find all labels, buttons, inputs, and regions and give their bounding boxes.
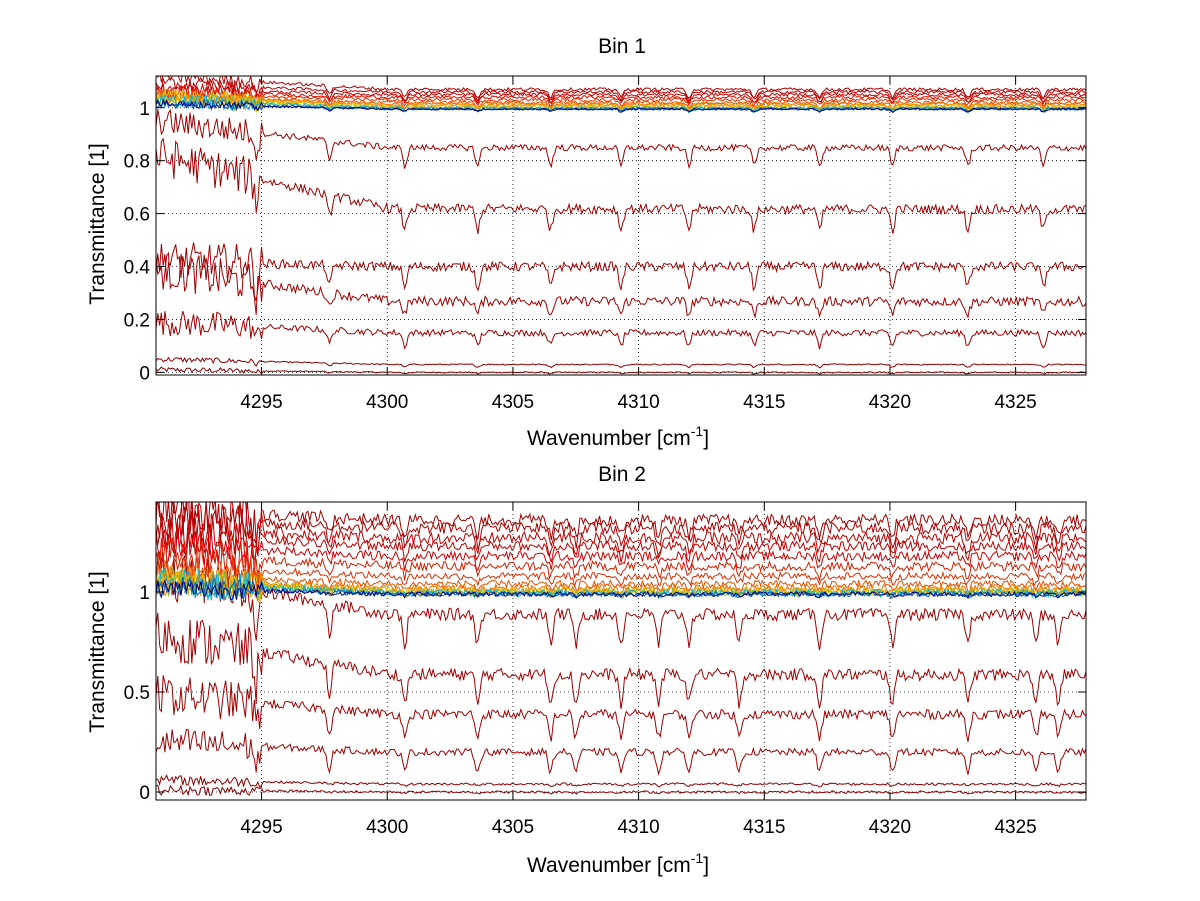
y-tick-label: 1	[139, 583, 150, 604]
x-tick-label: 4315	[743, 817, 785, 838]
plot-area	[155, 501, 1087, 801]
series-group	[156, 76, 1086, 375]
y-tick-label: 0.5	[124, 683, 150, 704]
chart-bin-1: Bin 1 4295 4300 4305 4310 4315 4320 4325 00.20…	[86, 35, 1087, 450]
series-line	[156, 506, 1086, 561]
series-line	[156, 251, 1086, 319]
series-line	[156, 728, 1086, 776]
plot-area	[155, 75, 1087, 376]
x-tick-label: 4325	[994, 817, 1036, 838]
series-line	[156, 567, 1086, 601]
series-line	[156, 98, 1086, 114]
y-tick-label: 1	[139, 99, 150, 120]
series-line	[156, 612, 1086, 710]
y-tick-label: 0.2	[124, 310, 150, 331]
x-tick-label: 4320	[869, 392, 911, 413]
series-line	[156, 551, 1086, 651]
y-tick-label: 0.8	[124, 152, 150, 173]
y-axis-ticks: 00.51	[124, 583, 1086, 804]
x-tick-label: 4325	[994, 392, 1036, 413]
y-axis-ticks: 0 0.2 0.4 0.6 0.8 1	[124, 99, 1086, 384]
series-line	[156, 242, 1086, 302]
x-axis-label: Wavenumber [cm-1]	[527, 850, 709, 877]
series-line	[156, 76, 1086, 101]
series-line	[156, 366, 1086, 375]
y-tick-label: 0	[139, 783, 150, 804]
series-line	[156, 76, 1086, 103]
x-axis-ticks: 4295 4300 4305 4310 4315 4320 4325	[240, 502, 1037, 838]
series-line	[156, 356, 1086, 369]
x-axis-label: Wavenumber [cm-1]	[527, 423, 709, 450]
series-line	[156, 310, 1086, 350]
y-axis-label: Transmittance [1]	[86, 571, 109, 732]
x-tick-label: 4295	[240, 817, 282, 838]
chart-title: Bin 2	[598, 463, 646, 486]
x-tick-label: 4315	[743, 392, 785, 413]
series-line	[156, 552, 1086, 589]
x-tick-label: 4300	[366, 817, 408, 838]
x-tick-label: 4305	[492, 817, 534, 838]
x-tick-label: 4305	[492, 392, 534, 413]
series-line	[156, 527, 1086, 575]
series-line	[156, 137, 1086, 235]
series-line	[156, 502, 1086, 551]
x-tick-label: 4295	[240, 392, 282, 413]
y-tick-label: 0	[139, 363, 150, 384]
x-tick-label: 4310	[617, 392, 659, 413]
series-line	[156, 502, 1086, 551]
chart-bin-2: Bin 2 4295 4300 4305 4310 4315 4320 4325 00.51…	[86, 463, 1087, 877]
y-tick-label: 0.4	[124, 258, 151, 279]
series-line	[156, 579, 1086, 601]
series-line	[156, 108, 1086, 170]
series-line	[156, 85, 1086, 104]
series-group	[156, 502, 1086, 797]
series-line	[156, 537, 1086, 584]
x-tick-label: 4300	[366, 392, 408, 413]
series-line	[156, 675, 1086, 742]
series-line	[156, 97, 1086, 114]
series-line	[156, 518, 1086, 563]
chart-title: Bin 1	[598, 35, 646, 58]
series-line	[156, 88, 1086, 108]
series-line	[156, 774, 1086, 789]
series-line	[156, 784, 1086, 797]
series-line	[156, 559, 1086, 594]
y-tick-label: 0.6	[124, 205, 150, 226]
x-tick-label: 4310	[617, 817, 659, 838]
x-tick-label: 4320	[869, 817, 911, 838]
y-axis-label: Transmittance [1]	[86, 143, 109, 304]
x-axis-ticks: 4295 4300 4305 4310 4315 4320 4325	[240, 76, 1037, 413]
